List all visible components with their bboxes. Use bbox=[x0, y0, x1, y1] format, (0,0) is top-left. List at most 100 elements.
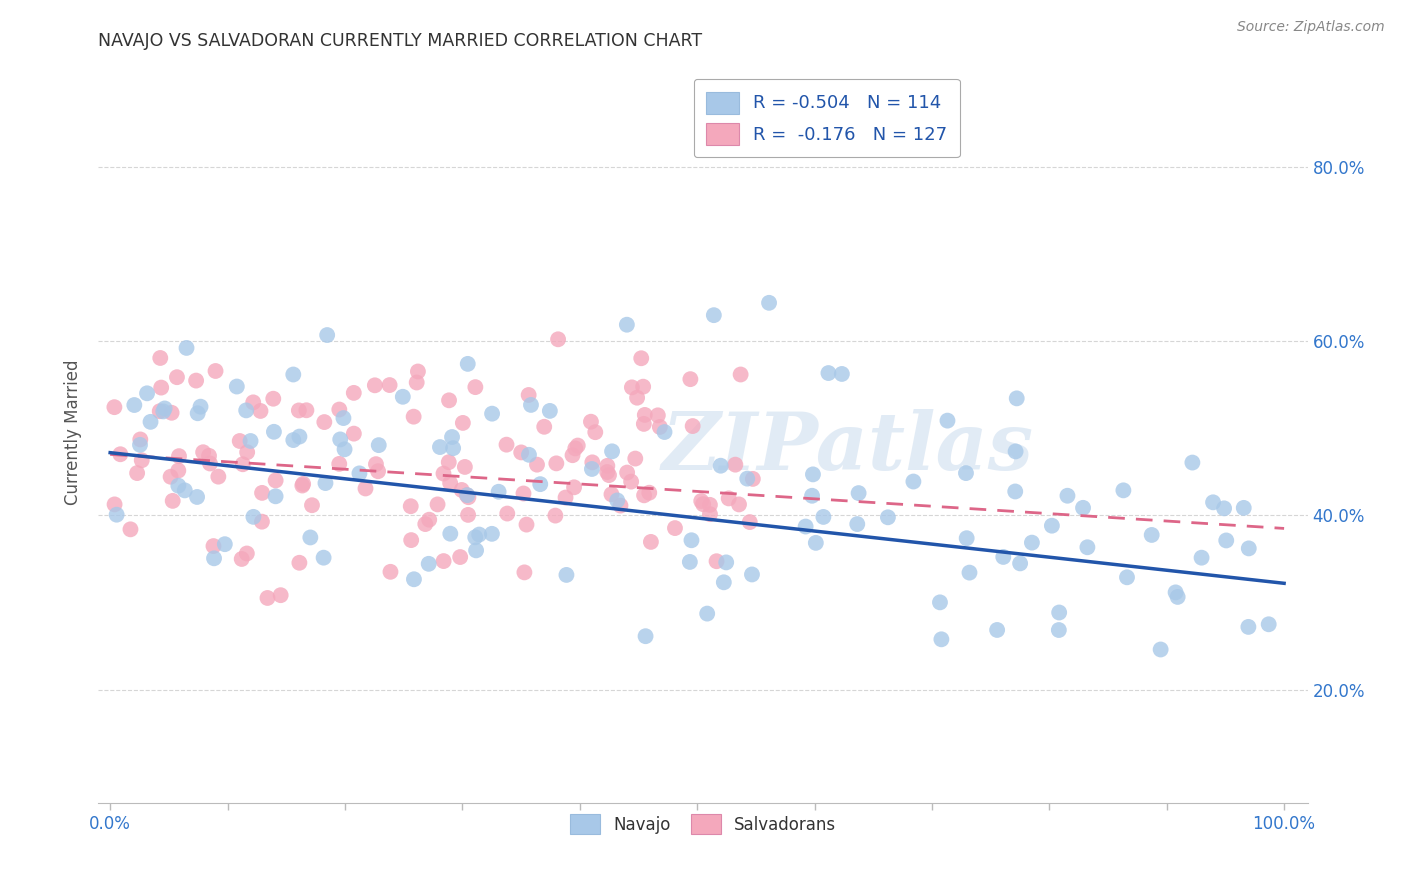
Point bbox=[600, 444, 623, 458]
Point bbox=[152, 404, 174, 418]
Point bbox=[1215, 533, 1237, 548]
Point bbox=[283, 433, 305, 447]
Point bbox=[1149, 642, 1171, 657]
Point bbox=[225, 379, 247, 393]
Point bbox=[758, 295, 780, 310]
Point bbox=[1233, 500, 1256, 515]
Point bbox=[831, 367, 853, 381]
Point bbox=[801, 489, 824, 503]
Point bbox=[630, 351, 652, 366]
Point bbox=[877, 510, 900, 524]
Point bbox=[256, 591, 278, 605]
Point bbox=[993, 549, 1015, 564]
Point bbox=[1076, 541, 1098, 555]
Point bbox=[956, 531, 979, 545]
Point bbox=[418, 513, 440, 527]
Point bbox=[364, 457, 387, 471]
Point bbox=[724, 458, 747, 472]
Point bbox=[679, 372, 702, 386]
Point bbox=[710, 458, 733, 473]
Point bbox=[288, 429, 311, 443]
Point bbox=[546, 456, 568, 470]
Point bbox=[432, 467, 454, 481]
Point bbox=[264, 474, 287, 488]
Point bbox=[638, 485, 661, 500]
Point bbox=[631, 379, 654, 393]
Point bbox=[620, 380, 643, 394]
Point bbox=[848, 486, 870, 500]
Point bbox=[1257, 617, 1279, 632]
Point bbox=[714, 555, 737, 569]
Point bbox=[429, 440, 451, 454]
Point bbox=[299, 531, 322, 545]
Point bbox=[616, 318, 638, 332]
Point bbox=[804, 536, 827, 550]
Point bbox=[679, 555, 702, 569]
Point bbox=[1116, 570, 1139, 584]
Point bbox=[959, 566, 981, 580]
Point bbox=[139, 415, 162, 429]
Point bbox=[406, 364, 429, 378]
Point bbox=[1164, 585, 1187, 599]
Point bbox=[696, 607, 718, 621]
Point bbox=[581, 462, 603, 476]
Point bbox=[250, 515, 273, 529]
Point bbox=[794, 519, 817, 533]
Point bbox=[167, 449, 190, 463]
Point bbox=[496, 507, 519, 521]
Point bbox=[1181, 456, 1204, 470]
Point bbox=[129, 433, 152, 447]
Point bbox=[682, 419, 704, 434]
Point bbox=[166, 370, 188, 384]
Point bbox=[312, 550, 335, 565]
Point bbox=[131, 453, 153, 467]
Point bbox=[160, 406, 183, 420]
Point bbox=[262, 392, 284, 406]
Point bbox=[242, 395, 264, 409]
Point bbox=[510, 445, 533, 459]
Point bbox=[1010, 557, 1032, 571]
Point bbox=[105, 508, 128, 522]
Point bbox=[681, 533, 703, 548]
Point bbox=[231, 552, 253, 566]
Point bbox=[380, 565, 402, 579]
Point bbox=[249, 404, 271, 418]
Point bbox=[127, 466, 149, 480]
Point bbox=[263, 425, 285, 439]
Point bbox=[1112, 483, 1135, 498]
Point bbox=[214, 537, 236, 551]
Point bbox=[367, 438, 389, 452]
Point bbox=[441, 441, 464, 455]
Point bbox=[562, 480, 585, 494]
Point bbox=[699, 498, 721, 512]
Point bbox=[437, 393, 460, 408]
Point bbox=[270, 588, 292, 602]
Point bbox=[167, 478, 190, 492]
Point bbox=[648, 420, 671, 434]
Text: ZIPatlas: ZIPatlas bbox=[662, 409, 1035, 486]
Point bbox=[228, 434, 250, 448]
Point bbox=[236, 445, 259, 459]
Point bbox=[202, 551, 225, 566]
Point bbox=[512, 486, 534, 500]
Point bbox=[173, 483, 195, 498]
Point bbox=[488, 484, 510, 499]
Point bbox=[1047, 606, 1070, 620]
Point bbox=[813, 510, 835, 524]
Point bbox=[634, 629, 657, 643]
Point bbox=[402, 409, 425, 424]
Point bbox=[399, 500, 422, 514]
Point bbox=[250, 486, 273, 500]
Point bbox=[378, 378, 401, 392]
Point bbox=[561, 448, 583, 462]
Point bbox=[464, 380, 486, 394]
Point bbox=[314, 415, 336, 429]
Point bbox=[439, 476, 461, 491]
Point bbox=[936, 414, 959, 428]
Point bbox=[328, 457, 350, 471]
Legend: Navajo, Salvadorans: Navajo, Salvadorans bbox=[561, 805, 845, 843]
Point bbox=[149, 404, 172, 418]
Point bbox=[301, 498, 323, 512]
Point bbox=[184, 374, 207, 388]
Text: NAVAJO VS SALVADORAN CURRENTLY MARRIED CORRELATION CHART: NAVAJO VS SALVADORAN CURRENTLY MARRIED C… bbox=[98, 32, 703, 50]
